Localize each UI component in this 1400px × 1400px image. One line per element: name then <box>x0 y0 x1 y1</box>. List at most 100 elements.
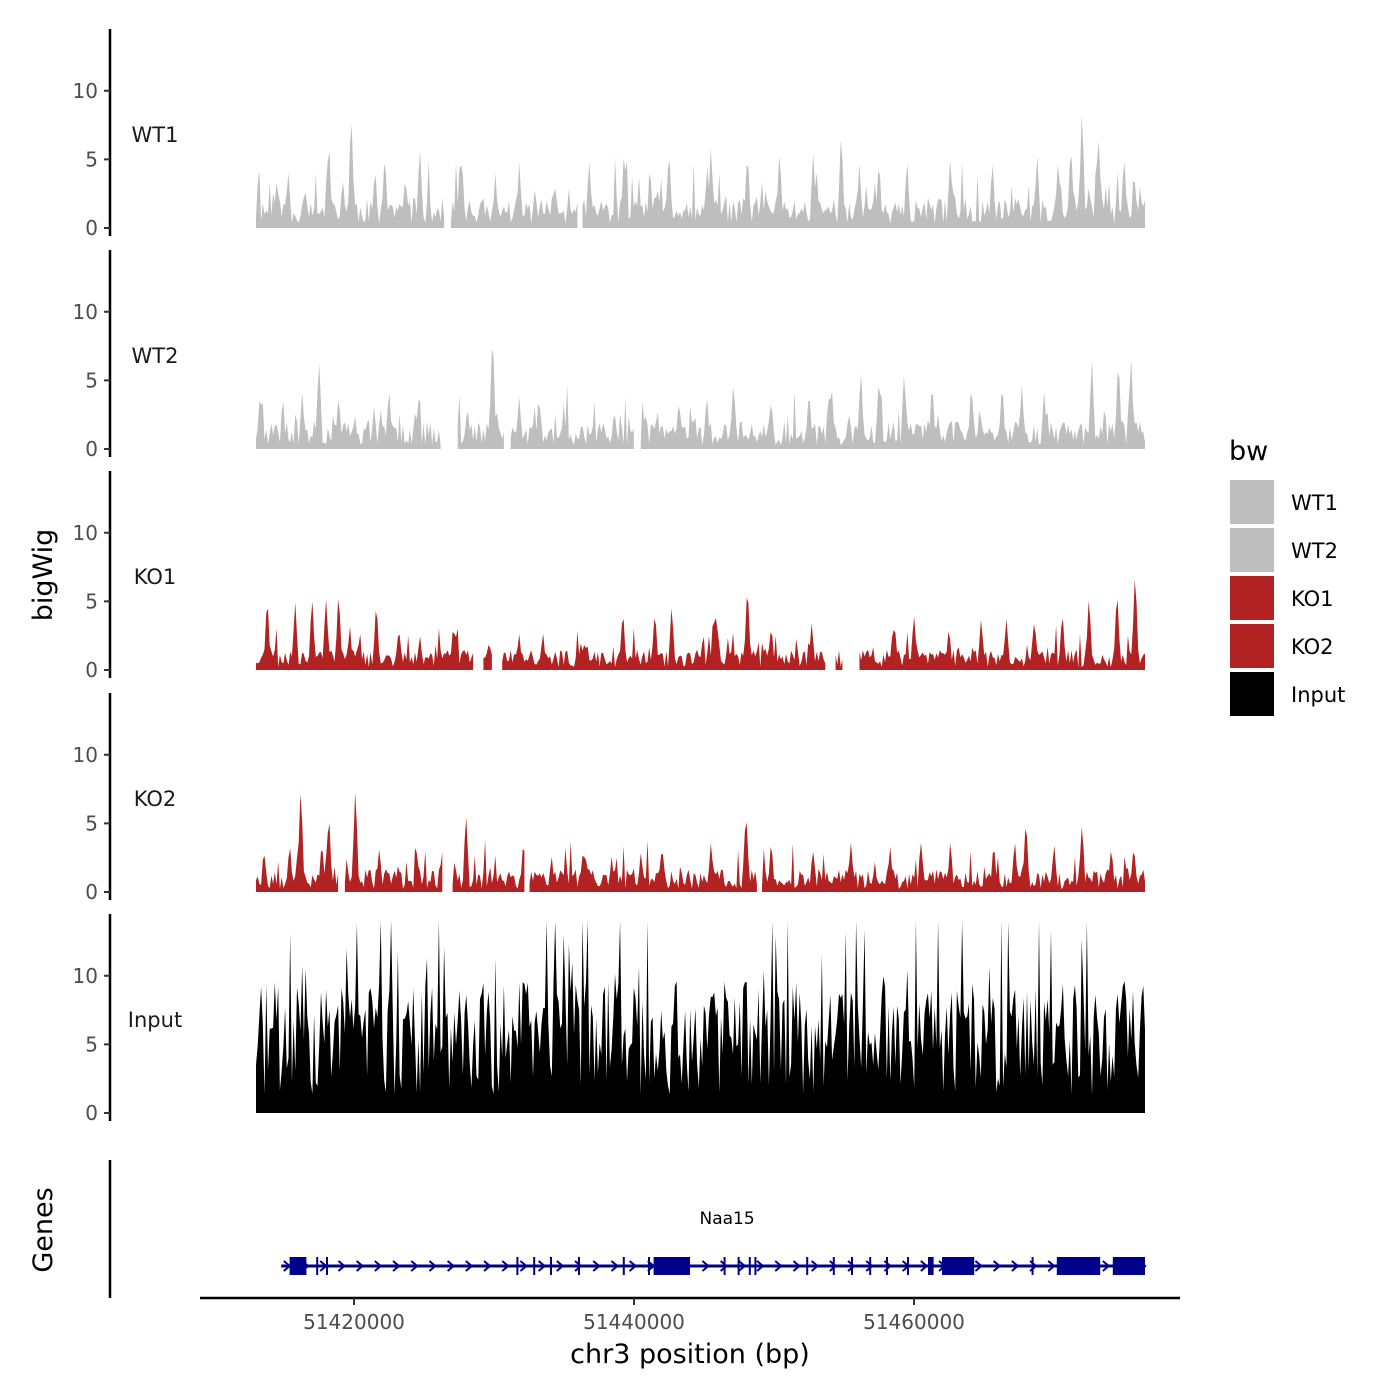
strand-arrow <box>574 1260 583 1272</box>
strand-arrow <box>374 1260 383 1272</box>
strand-arrow <box>847 1260 856 1272</box>
gene-exon <box>754 1257 757 1275</box>
strand-arrow <box>774 1260 783 1272</box>
gene-exon <box>942 1257 975 1275</box>
y-tick-label: 0 <box>85 1101 98 1125</box>
signal-tracks: 0 5 10 WT1 0 5 10 WT2 0 5 10 KO1 0 5 10 KO2 0 5 10 Input <box>73 29 1145 1125</box>
strand-arrow <box>537 1260 547 1272</box>
gene-exon <box>648 1257 650 1275</box>
strand-arrow <box>829 1260 838 1272</box>
signal-area-ko2 <box>256 792 1145 892</box>
strand-arrow <box>738 1260 747 1272</box>
y-tick-label: 0 <box>85 658 98 682</box>
gene-panel: Naa15 <box>108 1160 1147 1298</box>
x-axis: 51420000 51440000 51460000 <box>200 1296 1180 1334</box>
signal-area-input <box>256 920 1145 1113</box>
strand-arrow <box>1011 1260 1020 1272</box>
y-tick-label: 5 <box>85 1032 98 1056</box>
y-tick-label: 0 <box>85 880 98 904</box>
strand-arrow <box>355 1260 365 1272</box>
strand-arrow <box>792 1260 801 1272</box>
gene-exon <box>289 1257 307 1275</box>
gene-exon <box>653 1257 690 1275</box>
y-tick-label: 10 <box>73 521 98 545</box>
strand-arrow <box>410 1260 419 1272</box>
signal-area-wt1 <box>256 115 1145 228</box>
strand-arrow <box>483 1260 492 1272</box>
strand-arrow <box>337 1260 346 1272</box>
y-tick-label: 10 <box>73 300 98 324</box>
strand-arrow <box>992 1260 1002 1272</box>
legend-swatch-input <box>1230 672 1274 716</box>
x-tick-label: 51440000 <box>583 1310 685 1334</box>
y-tick-label: 10 <box>73 964 98 988</box>
y-tick-label: 0 <box>85 437 98 461</box>
track-label: WT2 <box>132 344 179 368</box>
y-tick-label: 10 <box>73 743 98 767</box>
strand-arrow <box>756 1260 765 1272</box>
gene-exon <box>832 1257 835 1275</box>
track-label: WT1 <box>132 123 179 147</box>
strand-arrow <box>501 1260 510 1272</box>
signal-area-ko1 <box>256 579 1145 670</box>
y-tick-label: 5 <box>85 589 98 613</box>
gene-exon <box>737 1257 740 1275</box>
gene-exon <box>1056 1257 1101 1275</box>
y-axis-title: bigWig <box>28 529 59 622</box>
track-label: KO2 <box>134 787 177 811</box>
track-label: KO1 <box>134 565 177 589</box>
x-axis-title: chr3 position (bp) <box>570 1339 810 1370</box>
track-wt1: 0 5 10 WT1 <box>73 29 1145 240</box>
legend-title: bw <box>1229 436 1268 467</box>
gene-exon <box>1031 1257 1034 1275</box>
strand-arrow <box>519 1260 528 1272</box>
gene-exon <box>748 1257 751 1275</box>
y-tick-label: 5 <box>85 147 98 171</box>
genes-panel-title: Genes <box>28 1187 59 1272</box>
legend-label-wt1: WT1 <box>1291 491 1338 515</box>
strand-arrow <box>592 1260 601 1272</box>
strand-arrow <box>610 1260 619 1272</box>
legend-swatch-ko2 <box>1230 624 1274 668</box>
x-tick-label: 51420000 <box>303 1310 405 1334</box>
legend-label-ko2: KO2 <box>1291 635 1334 659</box>
strand-arrow <box>1102 1260 1111 1272</box>
gene-exon <box>1112 1257 1145 1275</box>
gene-exon <box>578 1257 580 1275</box>
gene-exon <box>316 1257 319 1275</box>
track-label: Input <box>128 1008 182 1032</box>
legend-swatch-wt2 <box>1230 528 1274 572</box>
legend-label-wt2: WT2 <box>1291 539 1338 563</box>
strand-arrow <box>392 1260 401 1272</box>
track-ko1: 0 5 10 KO1 <box>73 471 1145 682</box>
gene-exon <box>622 1257 625 1275</box>
y-tick-label: 5 <box>85 811 98 835</box>
gene-exon <box>550 1257 552 1275</box>
gene-exon <box>533 1257 536 1275</box>
track-ko2: 0 5 10 KO2 <box>73 693 1145 904</box>
strand-arrow <box>974 1260 983 1272</box>
y-tick-label: 10 <box>73 79 98 103</box>
gene-exon <box>326 1257 328 1275</box>
strand-arrow <box>556 1260 565 1272</box>
y-tick-label: 0 <box>85 216 98 240</box>
x-tick-label: 51460000 <box>863 1310 965 1334</box>
legend-swatch-ko1 <box>1230 576 1274 620</box>
gene-exon <box>907 1257 909 1275</box>
legend-label-input: Input <box>1291 683 1345 707</box>
strand-arrow <box>719 1260 729 1272</box>
gene-exon <box>851 1257 853 1275</box>
track-input: 0 5 10 Input <box>73 914 1145 1125</box>
strand-arrow <box>701 1260 710 1272</box>
gene-exon <box>723 1257 726 1275</box>
gene-exon <box>806 1257 809 1275</box>
gene-naa15: Naa15 <box>281 1209 1147 1275</box>
y-tick-label: 5 <box>85 368 98 392</box>
strand-arrow <box>428 1260 437 1272</box>
legend: bw WT1 WT2 KO1 KO2 Input <box>1229 436 1345 716</box>
strand-arrow <box>920 1260 929 1272</box>
track-wt2: 0 5 10 WT2 <box>73 250 1145 461</box>
legend-label-ko1: KO1 <box>1291 587 1334 611</box>
gene-name-label: Naa15 <box>700 1209 755 1229</box>
